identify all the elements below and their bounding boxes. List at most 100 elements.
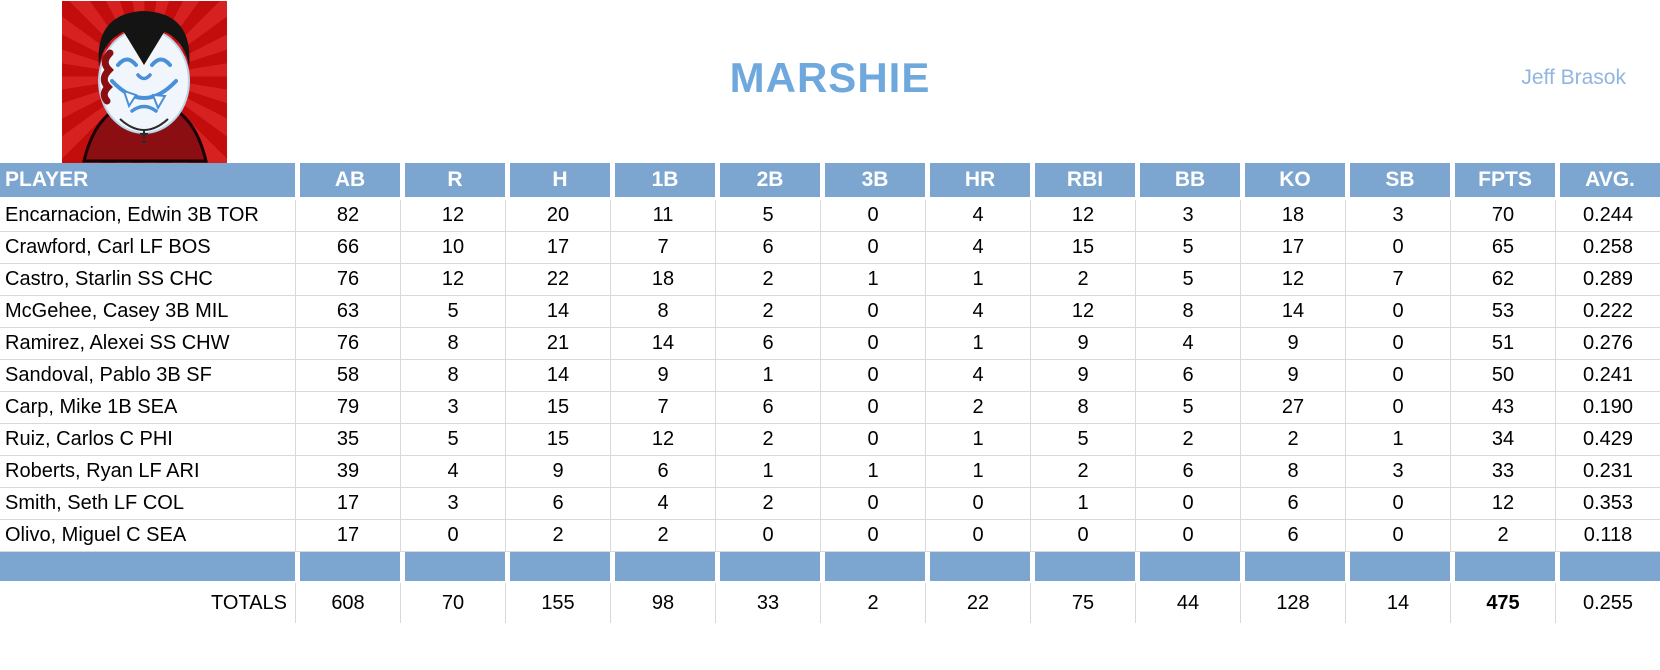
spacer-cell	[505, 552, 610, 583]
stat-cell: 0	[925, 520, 1030, 552]
stat-cell: 62	[1450, 264, 1555, 296]
stat-cell: 5	[1030, 424, 1135, 456]
spacer-cell	[400, 552, 505, 583]
stat-cell: 53	[1450, 296, 1555, 328]
stat-cell: 12	[1030, 200, 1135, 232]
stat-cell: 3	[1135, 200, 1240, 232]
stat-cell: 1	[925, 424, 1030, 456]
stat-cell: 3	[400, 488, 505, 520]
column-header-sb: SB	[1345, 163, 1450, 200]
stat-cell: 0	[1345, 328, 1450, 360]
stat-cell: 43	[1450, 392, 1555, 424]
stat-cell: 12	[400, 200, 505, 232]
stat-cell: 8	[1240, 456, 1345, 488]
stat-cell: 70	[1450, 200, 1555, 232]
player-row: Ruiz, Carlos C PHI 35 5 15 12 2 0 1 5 2 2 1 34 0.429	[0, 424, 1660, 456]
column-header-h: H	[505, 163, 610, 200]
column-header-fpts: FPTS	[1450, 163, 1555, 200]
spacer-cell	[1555, 552, 1660, 583]
stat-cell: 4	[610, 488, 715, 520]
stat-cell: 9	[1030, 328, 1135, 360]
stat-cell: 8	[400, 328, 505, 360]
stat-cell: 6	[1135, 360, 1240, 392]
stat-cell: 0	[1345, 520, 1450, 552]
column-header-ko: KO	[1240, 163, 1345, 200]
total-stat-cell: 22	[925, 583, 1030, 623]
total-stat-cell: 75	[1030, 583, 1135, 623]
stat-cell: 9	[1240, 360, 1345, 392]
stat-cell: 6	[715, 232, 820, 264]
totals-label: TOTALS	[211, 591, 287, 614]
player-name-cell: Encarnacion, Edwin 3B TOR	[0, 200, 295, 232]
total-stat-cell: 0.255	[1555, 583, 1660, 623]
total-stat-cell: 14	[1345, 583, 1450, 623]
stat-cell: 7	[610, 392, 715, 424]
stat-cell: 5	[1135, 232, 1240, 264]
column-header-ab: AB	[295, 163, 400, 200]
stat-cell: 5	[1135, 264, 1240, 296]
stat-cell: 7	[1345, 264, 1450, 296]
stat-cell: 0	[820, 200, 925, 232]
stat-cell: 3	[1345, 200, 1450, 232]
column-header-avg: AVG.	[1555, 163, 1660, 200]
stat-cell: 5	[400, 296, 505, 328]
spacer-cell	[0, 552, 295, 583]
stat-cell: 8	[1030, 392, 1135, 424]
spacer-cell	[1030, 552, 1135, 583]
stat-cell: 1	[1030, 488, 1135, 520]
stat-cell: 76	[295, 328, 400, 360]
player-row: Crawford, Carl LF BOS 66 10 17 7 6 0 4 15 5 17 0 65 0…	[0, 232, 1660, 264]
player-name-cell: McGehee, Casey 3B MIL	[0, 296, 295, 328]
player-name-cell: Crawford, Carl LF BOS	[0, 232, 295, 264]
stat-cell: 2	[715, 296, 820, 328]
stat-cell: 0	[820, 360, 925, 392]
player-name-cell: Olivo, Miguel C SEA	[0, 520, 295, 552]
stat-cell: 9	[1030, 360, 1135, 392]
stat-cell: 0.222	[1555, 296, 1660, 328]
total-stat-cell: 2	[820, 583, 925, 623]
stat-cell: 5	[715, 200, 820, 232]
stat-cell: 0	[820, 424, 925, 456]
player-row: McGehee, Casey 3B MIL 63 5 14 8 2 0 4 12 8 14 0 53 0.…	[0, 296, 1660, 328]
stat-cell: 11	[610, 200, 715, 232]
stat-cell: 4	[925, 200, 1030, 232]
stat-cell: 5	[400, 424, 505, 456]
stat-cell: 7	[610, 232, 715, 264]
stat-cell: 0	[1345, 232, 1450, 264]
stat-cell: 0	[715, 520, 820, 552]
stat-cell: 6	[1240, 520, 1345, 552]
stat-cell: 17	[295, 520, 400, 552]
stat-cell: 3	[1345, 456, 1450, 488]
stat-cell: 3	[400, 392, 505, 424]
stat-cell: 14	[505, 360, 610, 392]
total-stat-cell: 128	[1240, 583, 1345, 623]
stat-cell: 0.353	[1555, 488, 1660, 520]
stat-cell: 1	[925, 264, 1030, 296]
stat-cell: 9	[505, 456, 610, 488]
stat-cell: 50	[1450, 360, 1555, 392]
total-stat-cell: 33	[715, 583, 820, 623]
player-name-cell: Ramirez, Alexei SS CHW	[0, 328, 295, 360]
owner-name: Jeff Brasok	[1521, 66, 1626, 89]
stat-cell: 0.241	[1555, 360, 1660, 392]
stat-cell: 1	[820, 456, 925, 488]
stat-cell: 2	[1240, 424, 1345, 456]
stat-cell: 0	[1345, 296, 1450, 328]
stat-cell: 0	[820, 520, 925, 552]
stat-cell: 1	[715, 360, 820, 392]
total-stat-cell: 44	[1135, 583, 1240, 623]
player-name-cell: Sandoval, Pablo 3B SF	[0, 360, 295, 392]
stat-cell: 0	[400, 520, 505, 552]
column-header-player: PLAYER	[0, 163, 295, 200]
stat-cell: 0.244	[1555, 200, 1660, 232]
spacer-cell	[715, 552, 820, 583]
stat-cell: 2	[505, 520, 610, 552]
stat-cell: 6	[1135, 456, 1240, 488]
stat-cell: 0	[1135, 520, 1240, 552]
report-header: MARSHIE Jeff Brasok	[0, 0, 1660, 165]
stat-cell: 58	[295, 360, 400, 392]
team-logo	[62, 1, 227, 165]
total-stat-cell: 70	[400, 583, 505, 623]
player-name-cell: Smith, Seth LF COL	[0, 488, 295, 520]
stat-cell: 12	[1240, 264, 1345, 296]
